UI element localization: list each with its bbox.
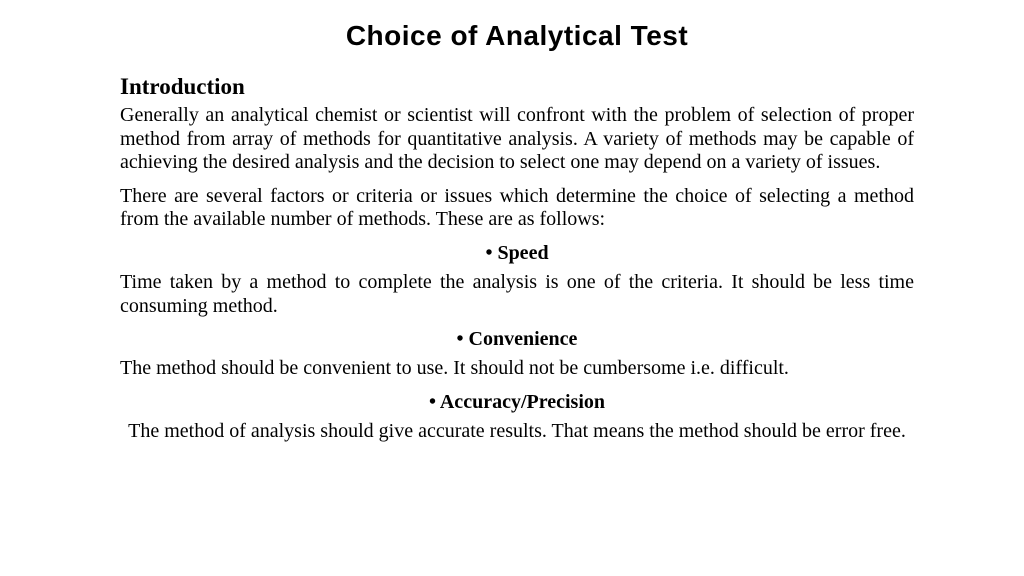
bullet-heading-convenience: • Convenience	[120, 328, 914, 351]
paragraph-convenience: The method should be convenient to use. …	[120, 357, 914, 381]
paragraph-accuracy: The method of analysis should give accur…	[120, 420, 914, 444]
paragraph-speed: Time taken by a method to complete the a…	[120, 271, 914, 318]
section-heading-introduction: Introduction	[120, 74, 914, 100]
page-title: Choice of Analytical Test	[120, 20, 914, 52]
paragraph-intro-1: Generally an analytical chemist or scien…	[120, 104, 914, 175]
bullet-heading-accuracy: • Accuracy/Precision	[120, 391, 914, 414]
paragraph-intro-2: There are several factors or criteria or…	[120, 185, 914, 232]
bullet-heading-speed: • Speed	[120, 242, 914, 265]
